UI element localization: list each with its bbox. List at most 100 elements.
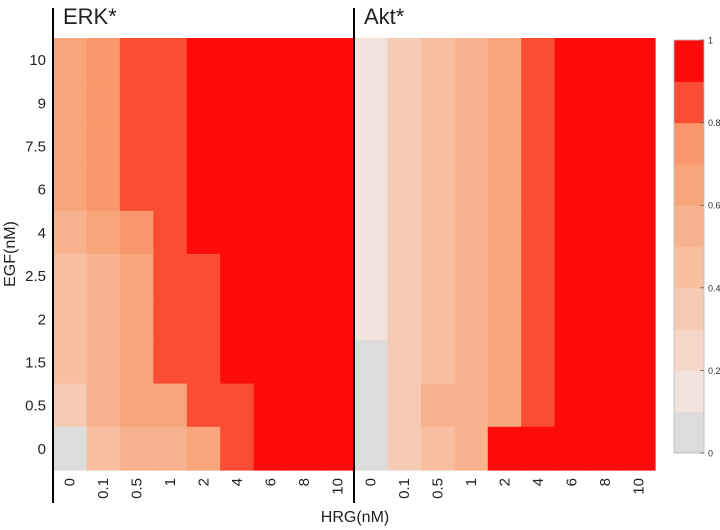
heatmap-cell xyxy=(554,297,589,341)
heatmap-cell xyxy=(220,167,255,212)
x-tick-label: 2 xyxy=(497,478,514,486)
heatmap-cell xyxy=(554,426,589,471)
heatmap-cell xyxy=(86,124,121,169)
heatmap-cell xyxy=(153,124,188,169)
heatmap-cell xyxy=(320,167,355,212)
y-axis-label: EGF(nM) xyxy=(2,221,19,287)
x-tick-label: 0.1 xyxy=(396,478,413,499)
heatmap-cell xyxy=(487,426,522,471)
heatmap-cell xyxy=(119,297,154,341)
heatmap-cell xyxy=(287,167,322,212)
heatmap-cell xyxy=(387,426,422,471)
axes: ERK* 0 0.1 0.5 1 2 4 6 8 10 Akt* 0 0.1 0.5 1 2 4 6 8 10 10 9 7… xyxy=(2,4,647,526)
heatmap-cell xyxy=(354,167,389,212)
heatmap-cell xyxy=(53,167,88,212)
heatmap-cell xyxy=(521,426,556,471)
heatmap-cell xyxy=(220,254,255,298)
heatmap-cell xyxy=(487,167,522,212)
heatmap-cell xyxy=(86,340,121,385)
heatmap-cell xyxy=(621,383,656,428)
heatmap-cell xyxy=(186,383,221,428)
colorbar-frame xyxy=(673,39,705,454)
heatmap-cell xyxy=(521,81,556,125)
heatmap-cell xyxy=(354,297,389,341)
heatmap-cell xyxy=(287,81,322,125)
heatmap-cell xyxy=(554,167,589,212)
x-tick-label: 4 xyxy=(530,478,547,486)
heatmap-cell xyxy=(220,426,255,471)
heatmap-cell xyxy=(220,124,255,169)
heatmap-cell xyxy=(253,426,288,471)
heatmap-cell xyxy=(320,297,355,341)
heatmap-cell xyxy=(320,38,355,82)
heatmap-cell xyxy=(521,254,556,298)
heatmap-cell xyxy=(588,383,623,428)
heatmap-cell xyxy=(86,297,121,341)
heatmap-cell xyxy=(153,340,188,385)
heatmap-cell xyxy=(521,210,556,255)
heatmap-cell xyxy=(588,340,623,385)
heatmap-cell xyxy=(320,383,355,428)
heatmap-cell xyxy=(186,38,221,82)
heatmap-cell xyxy=(487,81,522,125)
heatmap-cell xyxy=(119,383,154,428)
heatmap-cell xyxy=(287,297,322,341)
heatmap-cell xyxy=(621,297,656,341)
heatmap-cell xyxy=(220,297,255,341)
heatmap-cell xyxy=(287,340,322,385)
heatmap-cell xyxy=(86,426,121,471)
y-tick-label: 6 xyxy=(38,182,46,199)
heatmap-cell xyxy=(86,167,121,212)
colorbar: 0 0.2 0.4 0.6 0.8 1 xyxy=(673,36,720,459)
heatmap-cell xyxy=(588,426,623,471)
heatmap-cell xyxy=(487,124,522,169)
y-tick-label: 1.5 xyxy=(25,355,46,372)
heatmap-cell xyxy=(354,426,389,471)
colorbar-segment xyxy=(674,246,704,289)
heatmap-cell xyxy=(621,210,656,255)
heatmap-cell xyxy=(387,383,422,428)
heatmap-cell xyxy=(387,38,422,82)
heatmap-cell xyxy=(354,124,389,169)
heatmap-cell xyxy=(487,297,522,341)
heatmap-cell xyxy=(320,254,355,298)
heatmap-cell xyxy=(420,167,455,212)
heatmap-cell xyxy=(354,340,389,385)
heatmap-cell xyxy=(53,383,88,428)
heatmap-cell xyxy=(420,426,455,471)
heatmap-cell xyxy=(487,254,522,298)
colorbar-tick-label: 0.2 xyxy=(708,366,720,376)
heatmap-cell xyxy=(53,340,88,385)
heatmap-cell xyxy=(420,38,455,82)
colorbar-segment xyxy=(674,81,704,124)
heatmap-cell xyxy=(287,124,322,169)
y-tick-label: 9 xyxy=(38,95,46,112)
heatmap-cell xyxy=(621,81,656,125)
heatmap-cell xyxy=(320,340,355,385)
heatmap-cell xyxy=(253,81,288,125)
heatmap-cell xyxy=(588,81,623,125)
heatmap-cell xyxy=(354,81,389,125)
x-tick-label: 0.1 xyxy=(95,478,112,499)
heatmap-cell xyxy=(153,38,188,82)
heatmap-cell xyxy=(621,38,656,82)
heatmap-cell xyxy=(454,124,489,169)
y-tick-label: 10 xyxy=(29,52,46,69)
colorbar-segment xyxy=(674,205,704,248)
heatmap-cell xyxy=(86,210,121,255)
heatmap-cell xyxy=(220,81,255,125)
colorbar-tick-label: 0.4 xyxy=(708,283,720,293)
heatmap-cell xyxy=(387,340,422,385)
heatmap-cell xyxy=(454,426,489,471)
x-tick-label: 0.5 xyxy=(129,478,146,499)
heatmap-cell xyxy=(387,81,422,125)
heatmap-cell xyxy=(487,38,522,82)
x-tick-label: 6 xyxy=(262,478,279,486)
x-tick-label: 6 xyxy=(563,478,580,486)
heatmap-cell xyxy=(186,210,221,255)
heatmap-cell xyxy=(287,426,322,471)
heatmap-cell xyxy=(119,210,154,255)
heatmap-cell xyxy=(220,340,255,385)
heatmap-cell xyxy=(186,124,221,169)
